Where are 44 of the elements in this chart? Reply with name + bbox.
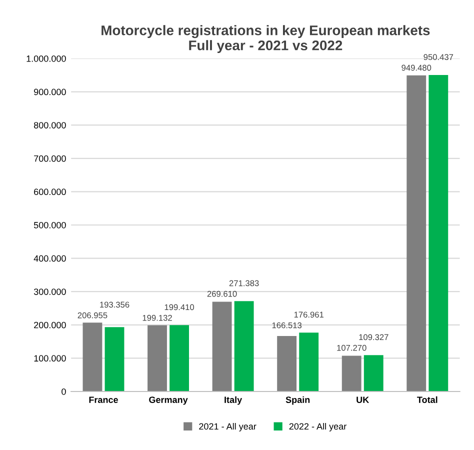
- data-label: 271.383: [229, 280, 259, 286]
- x-tick-label: France: [89, 396, 118, 403]
- data-label: 206.955: [78, 312, 108, 318]
- bar: [82, 322, 102, 392]
- x-tick-label: UK: [356, 396, 370, 403]
- y-tick-label: 700.000: [34, 155, 66, 162]
- y-tick-label: 500.000: [34, 222, 66, 228]
- bar: [234, 301, 254, 392]
- bar: [364, 355, 384, 392]
- legend-label: 2022 - All year: [289, 422, 346, 432]
- y-tick-label: 600.000: [34, 188, 66, 196]
- bar: [148, 325, 167, 392]
- x-tick-label: Germany: [149, 396, 188, 405]
- bar: [104, 327, 124, 392]
- legend-label: 2021 - All year: [199, 422, 256, 432]
- y-tick-label: 200.000: [34, 322, 66, 328]
- bar: [299, 332, 319, 392]
- y-tick-label: 400.000: [34, 255, 66, 262]
- data-label: 199.132: [142, 314, 172, 321]
- chart-title: Motorcycle registrations in key European markets Full year - 2021 vs 2022: [102, 25, 430, 54]
- data-label: 193.356: [100, 302, 130, 308]
- x-tick-label: Spain: [286, 396, 310, 405]
- data-label: 166.513: [272, 322, 302, 328]
- bar: [212, 302, 232, 392]
- bar: [428, 75, 448, 392]
- data-label: 950.437: [424, 54, 454, 60]
- data-label: 949.480: [402, 64, 432, 71]
- y-tick-label: 300.000: [34, 288, 66, 295]
- y-tick-label: 800.000: [34, 122, 66, 128]
- bar: [342, 356, 362, 392]
- bar: [170, 325, 189, 392]
- y-tick-label: 0: [62, 388, 66, 395]
- bar: [406, 75, 426, 392]
- x-tick-label: Total: [417, 396, 438, 403]
- y-tick-label: 900.000: [34, 88, 66, 96]
- data-label: 269.610: [207, 290, 237, 297]
- data-label: 107.270: [337, 344, 366, 351]
- x-tick-label: Italy: [224, 396, 242, 405]
- bar: [277, 336, 297, 392]
- data-label: 176.961: [294, 312, 324, 318]
- data-label: 109.327: [359, 334, 388, 340]
- data-label: 199.410: [164, 304, 194, 310]
- y-tick-label: 100.000: [34, 355, 66, 362]
- y-tick-label: 1.000.000: [26, 55, 66, 62]
